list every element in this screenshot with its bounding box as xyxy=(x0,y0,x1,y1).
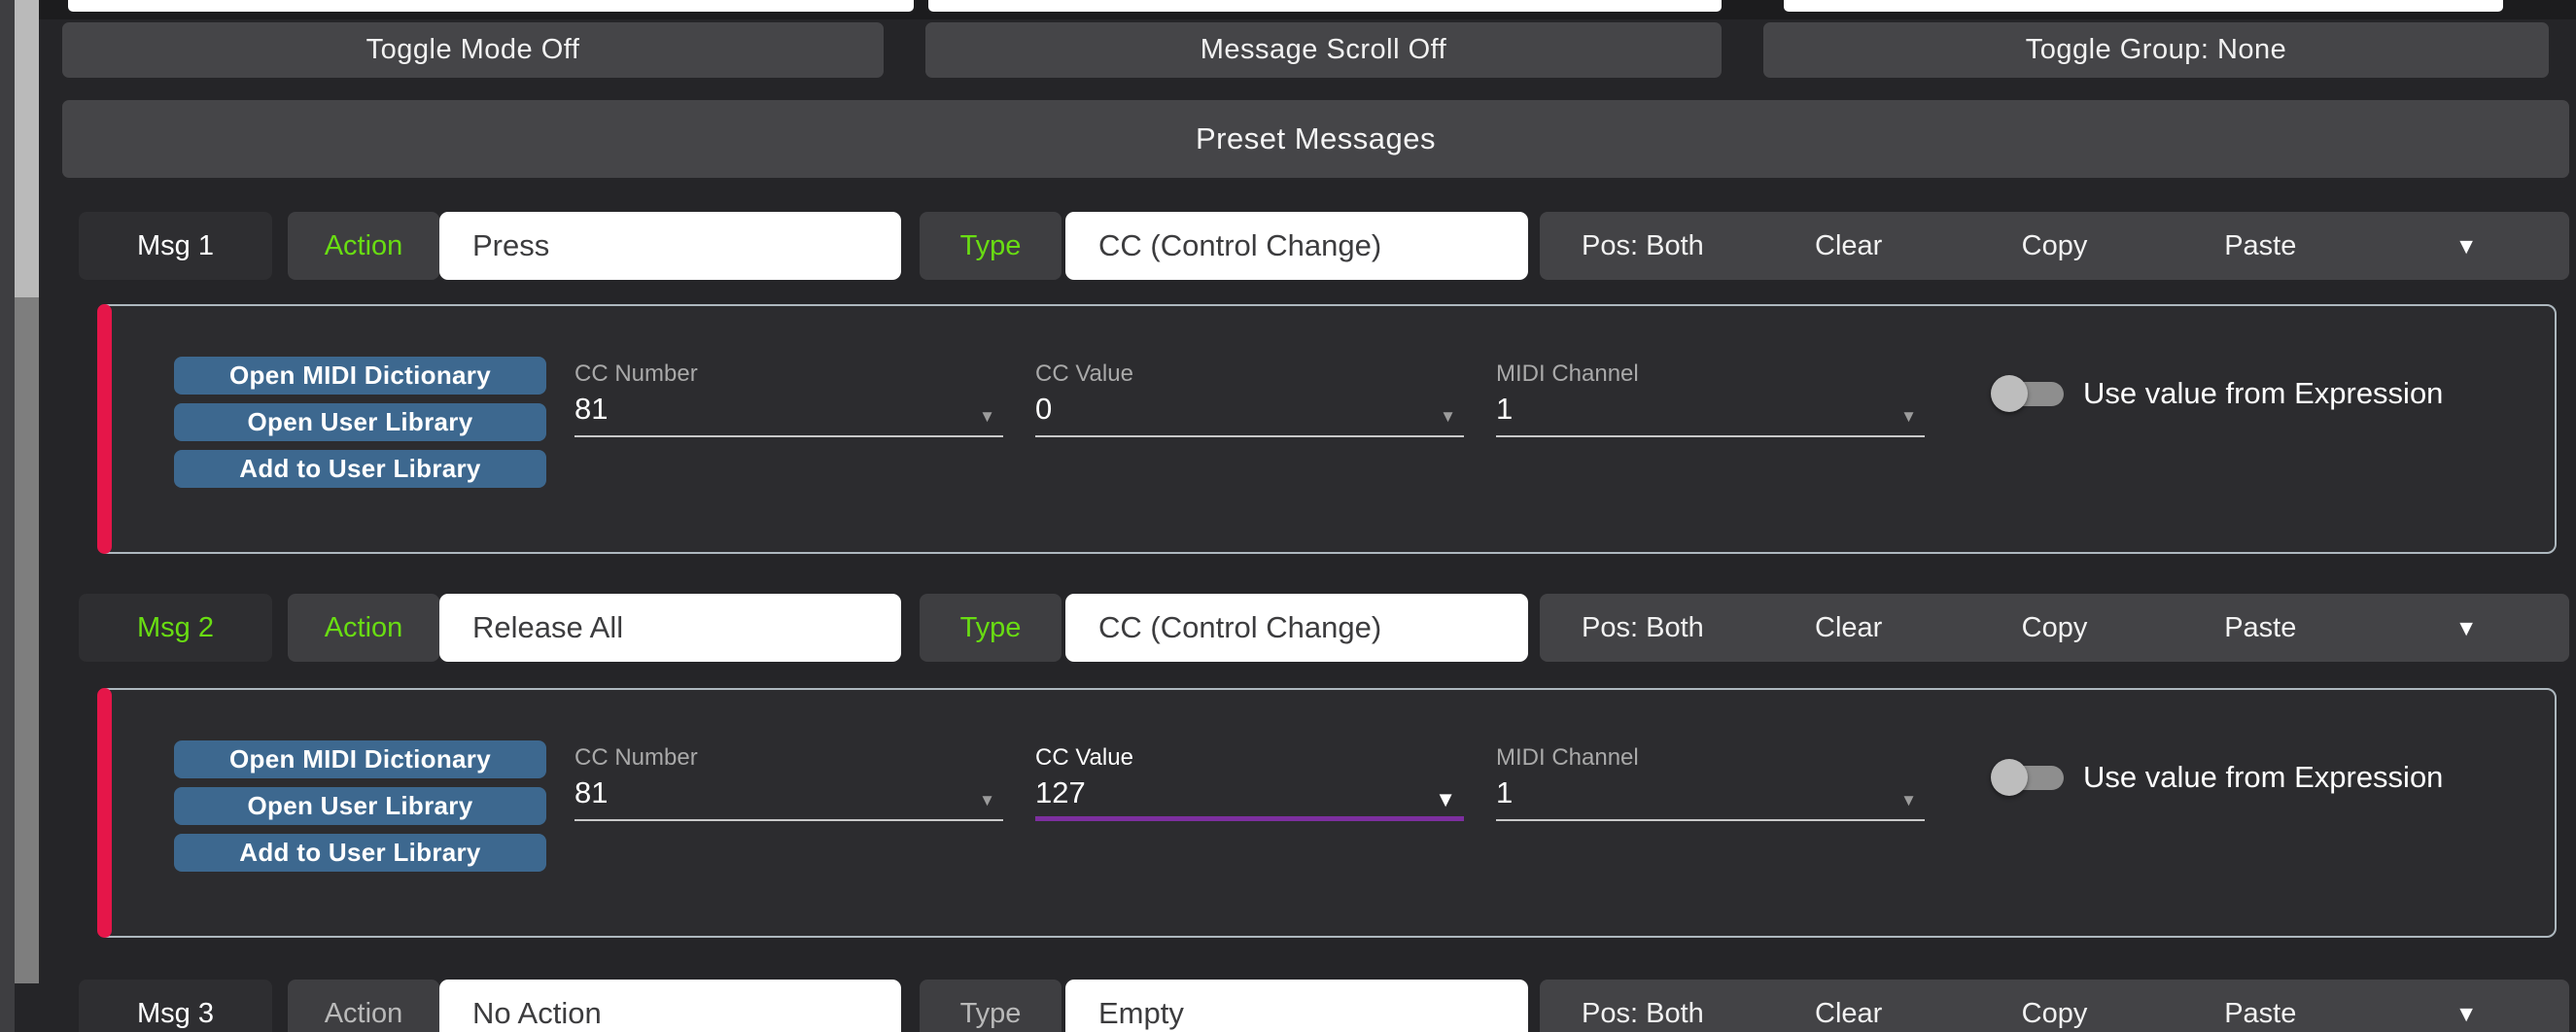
msg1-cc-number-field: CC Number 81 ▼ xyxy=(574,306,1003,552)
top-clipped-section xyxy=(39,0,2576,19)
field-value[interactable]: 1 xyxy=(1496,392,1514,426)
toggle-knob[interactable] xyxy=(1991,375,2028,412)
field-value[interactable]: 1 xyxy=(1496,775,1514,809)
msg2-action-select[interactable]: Release All xyxy=(439,594,901,662)
msg2-pos-button[interactable]: Pos: Both xyxy=(1582,611,1704,643)
msg1-expression-label: Use value from Expression xyxy=(2083,376,2444,410)
field-underline xyxy=(574,819,1003,821)
message-row-1: Msg 1 Action Press Type CC (Control Chan… xyxy=(0,212,2576,280)
field-value[interactable]: 127 xyxy=(1035,775,1086,809)
chevron-down-icon[interactable]: ▼ xyxy=(979,791,995,809)
msg3-collapse-chevron-down-icon[interactable]: ▼ xyxy=(2454,1000,2478,1026)
msg2-midi-channel-field: MIDI Channel 1 ▼ xyxy=(1496,690,1925,936)
field-value[interactable]: 0 xyxy=(1035,392,1053,426)
msg1-pos-button[interactable]: Pos: Both xyxy=(1582,229,1704,261)
field-value[interactable]: 81 xyxy=(574,775,609,809)
msg2-detail-panel: Open MIDI Dictionary Open User Library A… xyxy=(97,688,2557,938)
preset-messages-header: Preset Messages xyxy=(62,100,2569,178)
toggle-group-button[interactable]: Toggle Group: None xyxy=(1763,22,2549,78)
msg2-button[interactable]: Msg 2 xyxy=(79,594,272,662)
toggle-mode-button[interactable]: Toggle Mode Off xyxy=(62,22,884,78)
msg2-cc-value-field: CC Value 127 ▼ xyxy=(1035,690,1464,936)
message-scroll-button[interactable]: Message Scroll Off xyxy=(925,22,1722,78)
field-underline xyxy=(574,435,1003,437)
msg1-controls-bar: Pos: Both Clear Copy Paste ▼ xyxy=(1540,212,2569,280)
msg3-button[interactable]: Msg 3 xyxy=(79,980,272,1032)
msg2-type-mode-button[interactable]: Type xyxy=(920,594,1062,662)
chevron-down-icon[interactable]: ▼ xyxy=(1900,407,1917,426)
field-underline xyxy=(1496,819,1925,821)
msg1-clear-button[interactable]: Clear xyxy=(1815,229,1883,261)
msg2-add-to-user-library-button[interactable]: Add to User Library xyxy=(174,834,546,872)
field-underline xyxy=(1035,435,1464,437)
msg3-type-mode-button[interactable]: Type xyxy=(920,980,1062,1032)
field-label: CC Number xyxy=(574,361,698,387)
message-row-3: Msg 3 Action No Action Type Empty Pos: B… xyxy=(0,980,2576,1032)
chevron-down-icon[interactable]: ▼ xyxy=(979,407,995,426)
msg3-copy-button[interactable]: Copy xyxy=(2021,997,2088,1029)
msg2-paste-button[interactable]: Paste xyxy=(2224,611,2297,643)
field-underline xyxy=(1496,435,1925,437)
msg2-cc-number-field: CC Number 81 ▼ xyxy=(574,690,1003,936)
left-panel-edge xyxy=(0,0,15,1032)
msg2-open-midi-dictionary-button[interactable]: Open MIDI Dictionary xyxy=(174,740,546,778)
clipped-input-field[interactable] xyxy=(68,0,914,12)
msg3-pos-button[interactable]: Pos: Both xyxy=(1582,997,1704,1029)
msg2-accent-bar xyxy=(97,688,112,938)
chevron-down-icon[interactable]: ▼ xyxy=(1435,787,1456,811)
chevron-down-icon[interactable]: ▼ xyxy=(1440,407,1456,426)
msg1-cc-value-field: CC Value 0 ▼ xyxy=(1035,306,1464,552)
msg1-type-select[interactable]: CC (Control Change) xyxy=(1065,212,1528,280)
toggle-knob[interactable] xyxy=(1991,759,2028,796)
msg3-action-mode-button[interactable]: Action xyxy=(288,980,439,1032)
msg1-button[interactable]: Msg 1 xyxy=(79,212,272,280)
msg1-add-to-user-library-button[interactable]: Add to User Library xyxy=(174,450,546,488)
msg2-action-mode-button[interactable]: Action xyxy=(288,594,439,662)
scrollbar-thumb[interactable] xyxy=(15,0,39,297)
field-value[interactable]: 81 xyxy=(574,392,609,426)
msg2-controls-bar: Pos: Both Clear Copy Paste ▼ xyxy=(1540,594,2569,662)
msg1-detail-panel: Open MIDI Dictionary Open User Library A… xyxy=(97,304,2557,554)
msg2-clear-button[interactable]: Clear xyxy=(1815,611,1883,643)
msg1-open-user-library-button[interactable]: Open User Library xyxy=(174,403,546,441)
msg2-copy-button[interactable]: Copy xyxy=(2021,611,2088,643)
msg2-open-user-library-button[interactable]: Open User Library xyxy=(174,787,546,825)
msg1-paste-button[interactable]: Paste xyxy=(2224,229,2297,261)
field-label: CC Number xyxy=(574,744,698,771)
clipped-input-field[interactable] xyxy=(928,0,1722,12)
msg3-clear-button[interactable]: Clear xyxy=(1815,997,1883,1029)
msg1-midi-channel-field: MIDI Channel 1 ▼ xyxy=(1496,306,1925,552)
msg3-type-select[interactable]: Empty xyxy=(1065,980,1528,1032)
chevron-down-icon[interactable]: ▼ xyxy=(1900,791,1917,809)
field-label: CC Value xyxy=(1035,744,1133,771)
msg3-action-select[interactable]: No Action xyxy=(439,980,901,1032)
msg1-action-mode-button[interactable]: Action xyxy=(288,212,439,280)
msg2-expression-label: Use value from Expression xyxy=(2083,760,2444,794)
msg1-open-midi-dictionary-button[interactable]: Open MIDI Dictionary xyxy=(174,357,546,395)
msg1-copy-button[interactable]: Copy xyxy=(2021,229,2088,261)
field-label: MIDI Channel xyxy=(1496,744,1639,771)
msg1-expression-toggle[interactable] xyxy=(1991,375,2094,412)
msg3-paste-button[interactable]: Paste xyxy=(2224,997,2297,1029)
field-underline-focused xyxy=(1035,816,1464,821)
msg3-controls-bar: Pos: Both Clear Copy Paste ▼ xyxy=(1540,980,2569,1032)
field-label: CC Value xyxy=(1035,361,1133,387)
clipped-input-field[interactable] xyxy=(1784,0,2503,12)
field-label: MIDI Channel xyxy=(1496,361,1639,387)
msg2-type-select[interactable]: CC (Control Change) xyxy=(1065,594,1528,662)
msg2-expression-toggle[interactable] xyxy=(1991,759,2094,796)
msg1-action-select[interactable]: Press xyxy=(439,212,901,280)
msg2-collapse-chevron-down-icon[interactable]: ▼ xyxy=(2454,614,2478,640)
msg1-collapse-chevron-down-icon[interactable]: ▼ xyxy=(2454,232,2478,258)
message-row-2: Msg 2 Action Release All Type CC (Contro… xyxy=(0,594,2576,662)
msg1-type-mode-button[interactable]: Type xyxy=(920,212,1062,280)
msg1-accent-bar xyxy=(97,304,112,554)
